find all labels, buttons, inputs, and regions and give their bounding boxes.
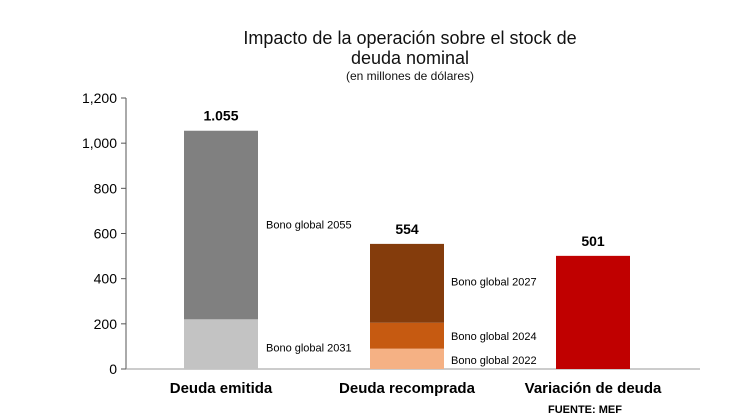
x-category-label: Deuda emitida — [170, 380, 273, 397]
bar-segment-deuda-emitida-0 — [184, 319, 258, 369]
segment-label: Bono global 2024 — [451, 331, 537, 343]
y-tick-label: 1,200 — [82, 90, 117, 106]
y-tick-label: 400 — [94, 271, 118, 287]
y-tick-label: 0 — [109, 361, 117, 377]
y-tick-label: 200 — [94, 316, 118, 332]
bar-segment-variacion-de-deuda-0 — [556, 255, 630, 369]
source-note: FUENTE: MEF — [548, 404, 622, 416]
chart-title-line-2: deuda nominal — [350, 48, 470, 68]
bar-total-label: 554 — [395, 221, 419, 237]
segment-label: Bono global 2022 — [451, 355, 537, 367]
y-tick-label: 800 — [94, 180, 118, 196]
bar-segment-deuda-recomprada-0 — [370, 348, 444, 369]
bar-segment-deuda-recomprada-1 — [370, 322, 444, 349]
segment-label: Bono global 2031 — [266, 343, 352, 355]
bar-segment-deuda-recomprada-2 — [370, 243, 444, 323]
x-category-label: Variación de deuda — [525, 380, 662, 397]
chart-subtitle: (en millones de dólares) — [345, 69, 475, 83]
bar-segment-deuda-emitida-1 — [184, 130, 258, 320]
bar-total-label: 1.055 — [203, 108, 238, 124]
segment-label: Bono global 2027 — [451, 276, 537, 288]
segment-label: Bono global 2055 — [266, 219, 352, 231]
bar-total-label: 501 — [581, 233, 605, 249]
y-tick-label: 600 — [94, 226, 118, 242]
x-category-label: Deuda recomprada — [339, 380, 476, 397]
chart-title-line-1: Impacto de la operación sobre el stock d… — [243, 28, 577, 48]
y-tick-label: 1,000 — [82, 135, 117, 151]
